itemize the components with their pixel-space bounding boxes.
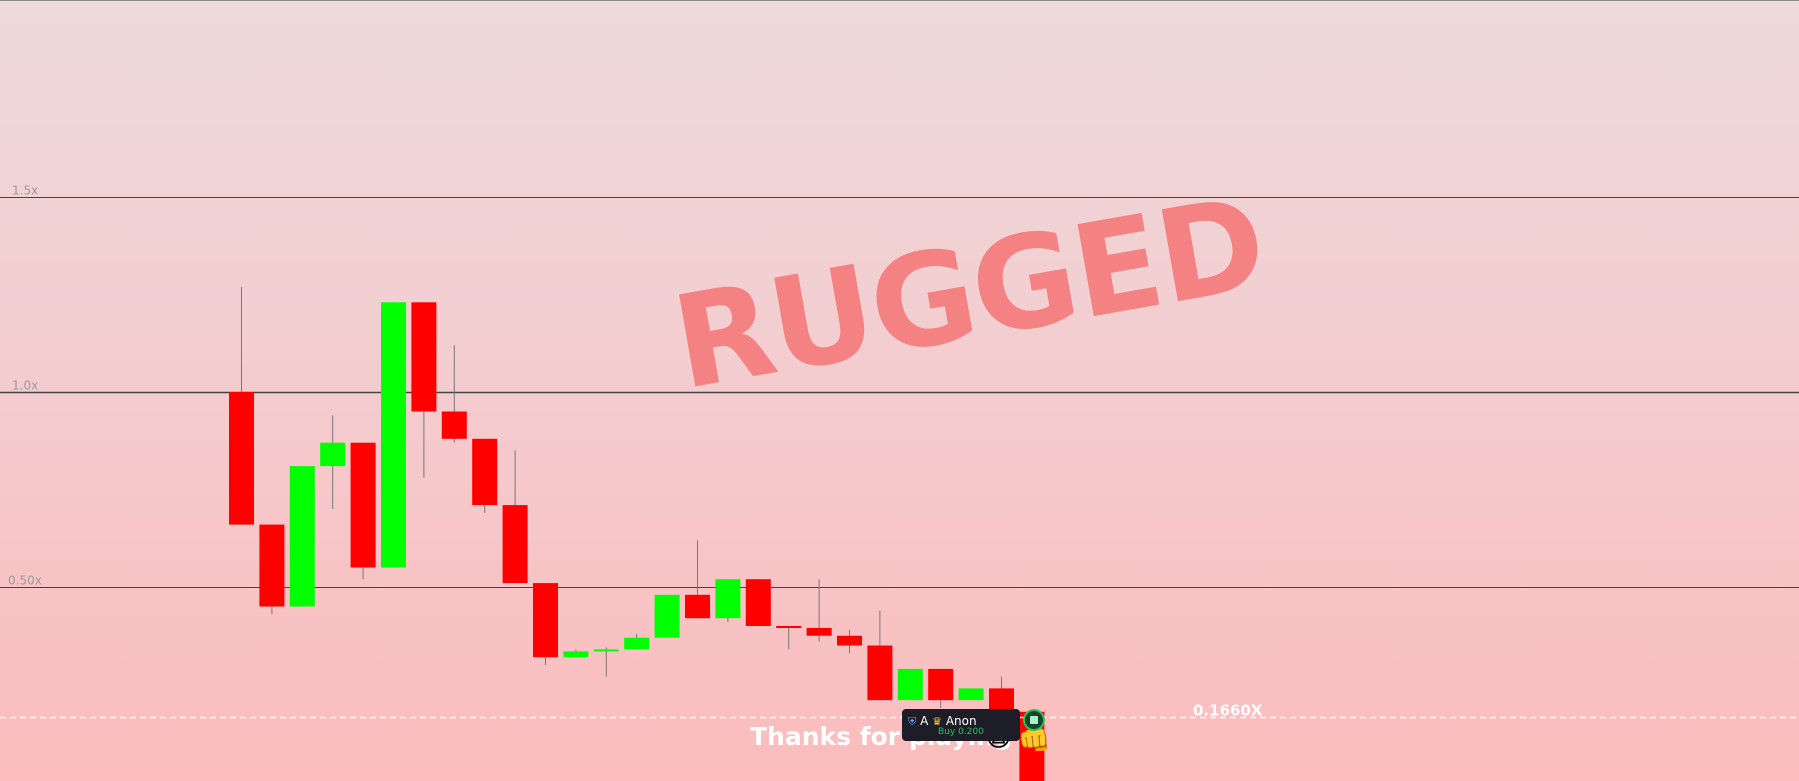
- candle-body-up: [593, 649, 619, 652]
- player-name: Anon: [945, 714, 977, 728]
- candle-body-down: [867, 645, 893, 701]
- candle: [624, 633, 650, 650]
- candle: [837, 629, 862, 654]
- candle-body-down: [229, 392, 254, 525]
- player-tooltip-header: ⛨ A ♛ Anon: [908, 714, 977, 729]
- candle: [897, 668, 923, 701]
- candle-body-down: [533, 583, 558, 658]
- candle-body-up: [381, 302, 406, 568]
- candle: [867, 610, 893, 701]
- candle: [259, 524, 285, 615]
- candle-body-down: [350, 442, 376, 568]
- player-action: Buy 0.200: [938, 727, 984, 737]
- candle-body-down: [989, 688, 1014, 712]
- current-multiplier-label: 0.1660X: [1193, 702, 1263, 720]
- candle: [776, 626, 802, 650]
- candle: [229, 286, 254, 525]
- player-rank-initial: A: [920, 714, 929, 728]
- gridline-label: 1.5x: [12, 184, 38, 198]
- candle-body-up: [654, 594, 680, 638]
- fist-emoji-icon: 👊: [1018, 726, 1051, 756]
- candle-body-down: [441, 411, 467, 439]
- candle-body-down: [806, 627, 832, 636]
- candle: [928, 668, 954, 708]
- candle: [654, 594, 680, 638]
- candle-body-up: [624, 637, 650, 650]
- candle-body-up: [289, 466, 315, 607]
- gridline-label: 0.50x: [8, 574, 42, 588]
- candle: [411, 302, 437, 478]
- candle-body-down: [502, 505, 528, 584]
- player-avatar[interactable]: [1023, 709, 1045, 731]
- candle-body-up: [320, 442, 346, 467]
- candle: [350, 442, 376, 580]
- crown-icon: ♛: [932, 715, 942, 728]
- player-tooltip[interactable]: ⛨ A ♛ Anon Buy 0.200: [902, 709, 1020, 741]
- candle-body-down: [472, 438, 498, 506]
- candle-body-up: [958, 688, 984, 701]
- candle: [472, 438, 498, 513]
- candle: [533, 583, 558, 665]
- candle-body-down: [928, 668, 954, 701]
- candle: [715, 579, 741, 623]
- candle-body-up: [715, 579, 741, 619]
- candle-body-up: [897, 668, 923, 701]
- candle-body-down: [837, 635, 862, 646]
- candle: [289, 466, 315, 607]
- shield-icon: ⛨: [908, 715, 917, 728]
- candle-body-up: [563, 651, 589, 658]
- candle: [320, 415, 346, 509]
- gridline-label: 1.0x: [12, 379, 38, 393]
- candle: [563, 649, 589, 658]
- candle-body-down: [411, 302, 437, 412]
- candle: [381, 302, 406, 568]
- candle: [958, 688, 984, 701]
- candle-body-down: [685, 594, 710, 619]
- candle: [502, 450, 528, 584]
- candle-body-down: [745, 579, 771, 626]
- candle: [806, 579, 832, 642]
- candle: [745, 579, 771, 626]
- candle-body-down: [776, 626, 802, 628]
- candle: [441, 345, 467, 443]
- candle: [593, 647, 619, 677]
- candle: [685, 540, 710, 619]
- candle-body-down: [259, 524, 285, 607]
